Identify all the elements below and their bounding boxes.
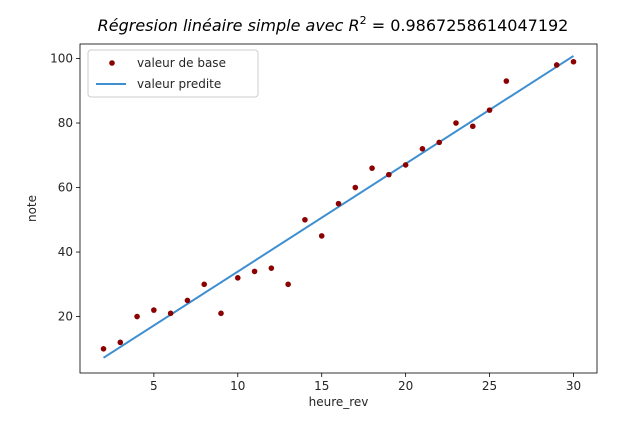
chart-title-symbol: R xyxy=(349,16,360,35)
x-axis-label: heure_rev xyxy=(309,395,369,409)
chart-title-prefix: Régresion linéaire simple avec xyxy=(98,16,349,35)
legend: valeur de base valeur predite xyxy=(87,49,259,98)
data-point xyxy=(151,307,157,313)
y-axis-label: note xyxy=(25,195,39,222)
chart-title-value: = 0.9867258614047192 xyxy=(367,16,569,35)
legend-label-valeur-predite: valeur predite xyxy=(137,77,221,91)
data-point xyxy=(503,78,510,84)
x-tick-label: 10 xyxy=(230,379,245,393)
data-point xyxy=(386,171,392,178)
legend-marker-valeur-de-base xyxy=(109,60,115,66)
data-point xyxy=(335,200,342,207)
y-tick-label: 60 xyxy=(58,181,73,195)
chart-title: Régresion linéaire simple avec R2 = 0.98… xyxy=(98,14,569,35)
data-point xyxy=(201,281,208,288)
data-point xyxy=(352,184,359,191)
data-point xyxy=(268,265,275,271)
data-point xyxy=(402,162,409,168)
plot-content xyxy=(100,55,577,359)
x-tick-label: 25 xyxy=(482,379,497,393)
plot-frame xyxy=(79,43,598,374)
legend-box xyxy=(87,49,259,98)
data-point xyxy=(167,310,174,317)
data-point xyxy=(453,120,459,126)
data-point xyxy=(117,339,124,346)
x-tick-label: 30 xyxy=(566,379,581,393)
data-point xyxy=(184,297,191,304)
data-point xyxy=(469,123,476,130)
data-point xyxy=(251,268,258,275)
regression-line xyxy=(102,55,575,359)
data-point xyxy=(436,139,443,146)
data-point xyxy=(369,165,375,171)
data-point xyxy=(285,281,291,288)
legend-label-valeur-de-base: valeur de base xyxy=(137,56,226,70)
x-tick-label: 15 xyxy=(314,379,329,393)
y-tick-label: 20 xyxy=(58,310,73,324)
data-point xyxy=(218,310,224,317)
data-point xyxy=(234,275,241,281)
data-point xyxy=(100,346,107,352)
data-point xyxy=(570,58,577,65)
x-tick-label: 20 xyxy=(398,379,413,393)
y-tick-label: 100 xyxy=(50,52,73,66)
x-axis-ticks: 5 10 15 20 25 30 xyxy=(150,373,581,393)
x-tick-label: 5 xyxy=(150,379,158,393)
y-tick-label: 40 xyxy=(58,245,73,259)
data-point xyxy=(419,146,426,152)
data-point xyxy=(553,62,560,68)
data-point xyxy=(486,107,493,113)
chart-title-exponent: 2 xyxy=(360,14,367,27)
y-tick-label: 80 xyxy=(58,116,73,130)
data-point xyxy=(318,233,325,239)
data-point xyxy=(302,216,308,223)
y-axis-ticks: 20 40 60 80 100 xyxy=(50,52,80,324)
data-point xyxy=(134,313,140,320)
